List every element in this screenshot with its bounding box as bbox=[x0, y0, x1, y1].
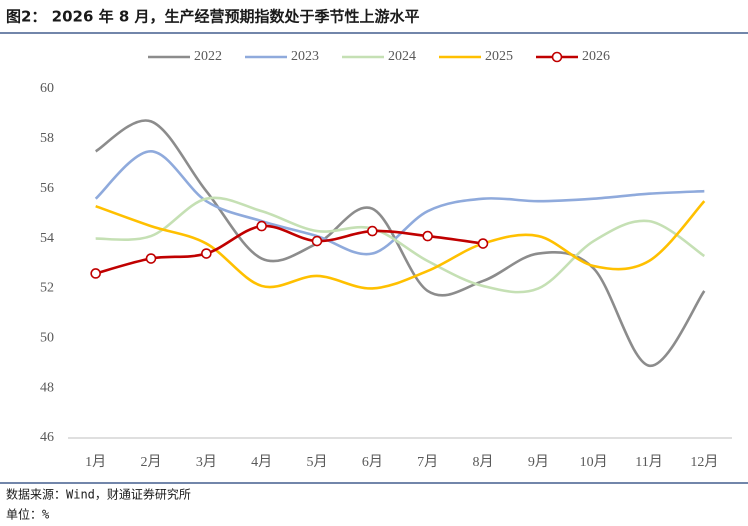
legend-label: 2026 bbox=[582, 49, 610, 64]
series-marker bbox=[477, 238, 489, 249]
x-tick-label: 5月 bbox=[307, 454, 328, 470]
series-line bbox=[94, 150, 705, 256]
x-tick-label: 10月 bbox=[580, 454, 608, 470]
series-marker bbox=[201, 248, 212, 259]
series-marker bbox=[145, 253, 157, 264]
legend-label: 2023 bbox=[291, 49, 319, 64]
y-tick-label: 50 bbox=[40, 331, 54, 346]
y-tick-label: 58 bbox=[40, 131, 54, 146]
x-tick-label: 12月 bbox=[690, 454, 718, 470]
series-line bbox=[95, 200, 706, 290]
y-tick-label: 60 bbox=[40, 81, 54, 96]
y-tick-label: 46 bbox=[40, 430, 54, 445]
x-tick-label: 7月 bbox=[417, 454, 438, 470]
x-tick-label: 3月 bbox=[196, 454, 217, 470]
y-tick-label: 52 bbox=[40, 281, 54, 296]
series-line bbox=[95, 224, 484, 275]
series-line bbox=[95, 196, 706, 294]
series-marker bbox=[90, 268, 101, 279]
x-tick-label: 6月 bbox=[362, 454, 383, 470]
unit-note: 单位：% bbox=[6, 507, 50, 522]
x-tick-label: 11月 bbox=[635, 454, 662, 470]
x-tick-label: 8月 bbox=[473, 454, 494, 470]
y-tick-label: 48 bbox=[40, 380, 54, 395]
y-tick-label: 56 bbox=[40, 181, 54, 196]
series-marker bbox=[311, 235, 323, 247]
legend-marker bbox=[551, 51, 563, 63]
chart-title: 图2： 2026 年 8 月，生产经营预期指数处于季节性上游水平 bbox=[6, 8, 420, 26]
series-line bbox=[94, 119, 706, 368]
series-marker bbox=[367, 225, 378, 237]
legend-label: 2022 bbox=[194, 49, 222, 64]
series-marker bbox=[256, 220, 267, 232]
source-note: 数据来源：Wind，财通证券研究所 bbox=[6, 487, 191, 502]
x-tick-label: 2月 bbox=[141, 454, 162, 470]
x-tick-label: 9月 bbox=[528, 454, 549, 470]
y-tick-label: 54 bbox=[40, 231, 54, 246]
x-tick-label: 4月 bbox=[251, 454, 272, 470]
legend-label: 2024 bbox=[388, 49, 416, 64]
series-marker bbox=[422, 230, 433, 242]
legend-label: 2025 bbox=[485, 49, 513, 64]
x-tick-label: 1月 bbox=[85, 454, 106, 470]
